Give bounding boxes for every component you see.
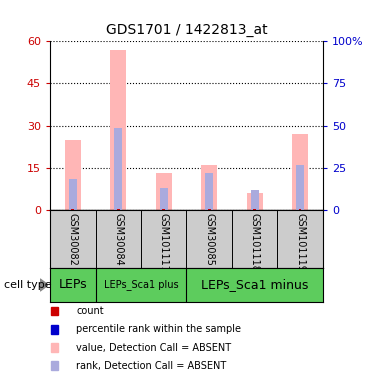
Text: GSM30085: GSM30085 xyxy=(204,213,214,266)
Bar xyxy=(72,209,74,210)
Text: rank, Detection Call = ABSENT: rank, Detection Call = ABSENT xyxy=(76,361,227,371)
Text: GSM30082: GSM30082 xyxy=(68,213,78,266)
Text: LEPs_Sca1 minus: LEPs_Sca1 minus xyxy=(201,279,308,291)
Text: value, Detection Call = ABSENT: value, Detection Call = ABSENT xyxy=(76,343,232,352)
Bar xyxy=(296,165,304,210)
Bar xyxy=(250,190,259,210)
Title: GDS1701 / 1422813_at: GDS1701 / 1422813_at xyxy=(106,24,267,38)
Bar xyxy=(156,173,172,210)
Polygon shape xyxy=(40,279,48,291)
Text: LEPs: LEPs xyxy=(59,279,87,291)
Bar xyxy=(114,128,122,210)
Bar xyxy=(247,193,263,210)
Bar xyxy=(201,165,217,210)
Bar xyxy=(205,173,213,210)
Bar xyxy=(208,209,210,210)
Text: GSM101118: GSM101118 xyxy=(250,213,260,272)
Bar xyxy=(69,179,77,210)
Bar xyxy=(253,209,256,210)
Bar xyxy=(162,209,165,210)
Text: GSM30084: GSM30084 xyxy=(113,213,123,266)
Bar xyxy=(292,134,308,210)
Bar xyxy=(65,140,81,210)
Bar xyxy=(110,50,126,210)
Bar xyxy=(51,362,58,370)
Text: LEPs_Sca1 plus: LEPs_Sca1 plus xyxy=(104,279,178,291)
Text: percentile rank within the sample: percentile rank within the sample xyxy=(76,324,241,334)
Bar xyxy=(51,307,58,315)
Bar xyxy=(51,325,58,334)
Bar xyxy=(117,209,119,210)
Bar xyxy=(160,188,168,210)
Text: GSM101119: GSM101119 xyxy=(295,213,305,272)
Bar xyxy=(299,209,301,210)
Text: GSM101117: GSM101117 xyxy=(159,213,169,272)
Text: cell type: cell type xyxy=(4,280,51,290)
Text: count: count xyxy=(76,306,104,316)
Bar xyxy=(51,343,58,352)
